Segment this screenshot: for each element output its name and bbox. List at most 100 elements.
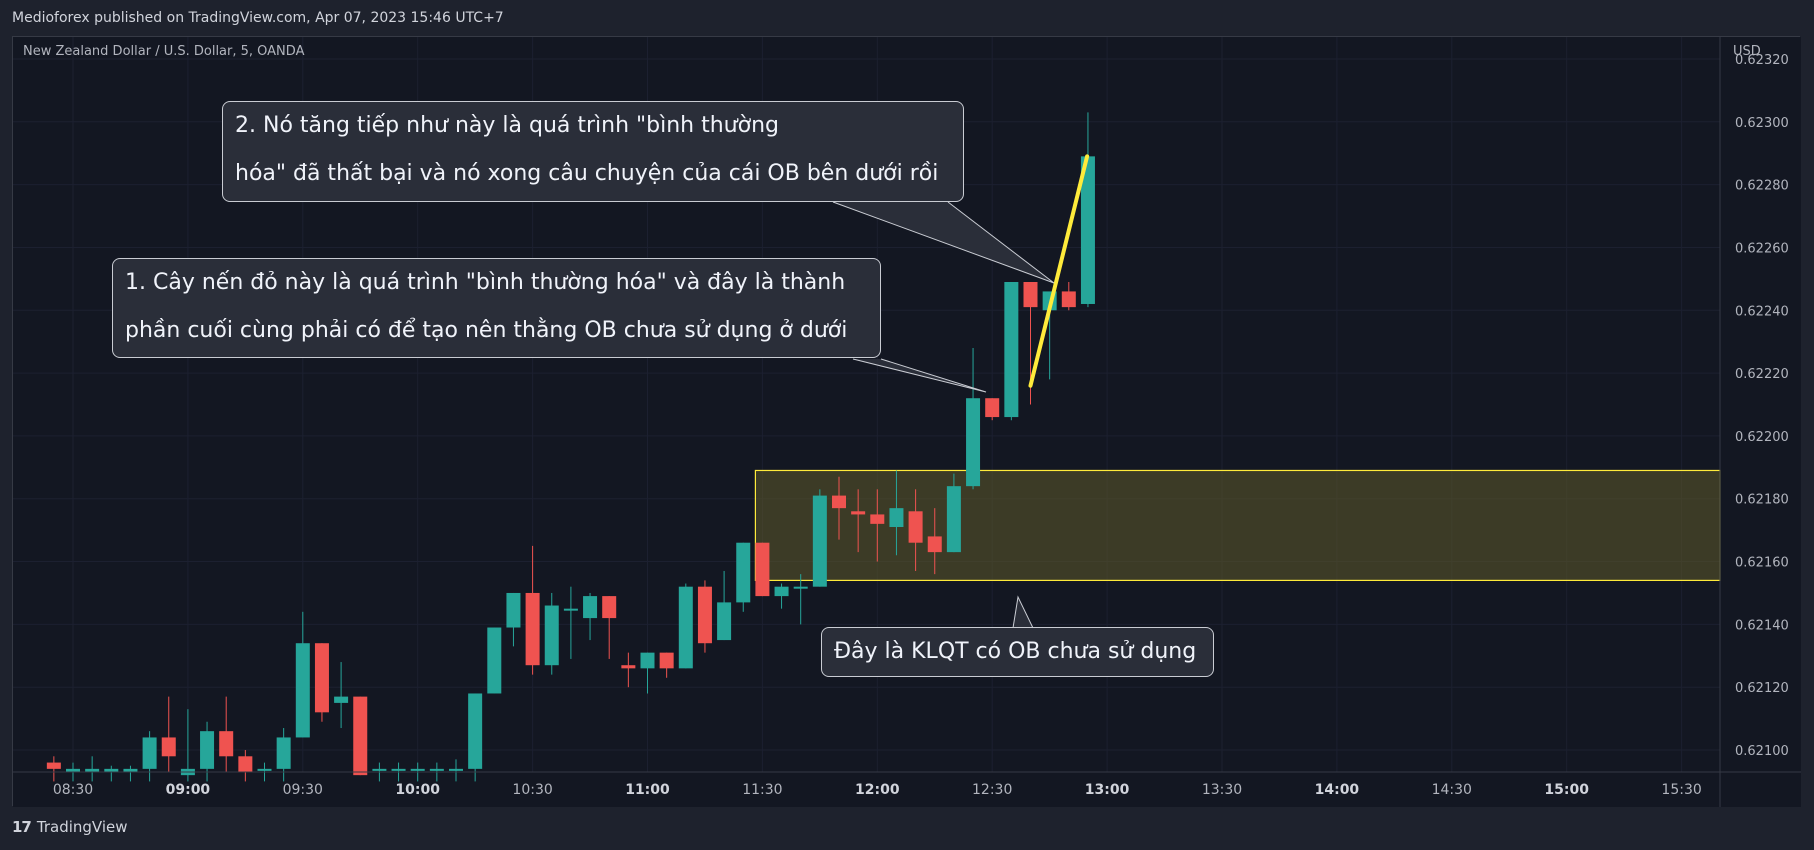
candle-body (1004, 282, 1019, 418)
candle-body (793, 586, 808, 589)
candle-body (257, 768, 272, 771)
candle-body (602, 596, 617, 619)
y-tick-label: 0.62260 (1735, 241, 1789, 256)
candle[interactable] (946, 473, 961, 553)
callout-note-3-text: Đây là KLQT có OB chưa sử dụng (834, 639, 1197, 664)
callout-note-2-line2: hóa" đã thất bại và nó xong câu chuyện c… (235, 161, 939, 186)
candle[interactable] (525, 545, 540, 675)
candle-body (219, 731, 234, 757)
candle[interactable] (276, 728, 291, 782)
candle[interactable] (468, 693, 483, 782)
candle[interactable] (449, 759, 463, 782)
y-tick-label: 0.62320 (1735, 53, 1789, 68)
callout-note-3[interactable]: Đây là KLQT có OB chưa sử dụng (821, 627, 1214, 677)
publisher-header: Medioforex published on TradingView.com,… (12, 10, 504, 26)
candle-body (391, 768, 406, 771)
candle[interactable] (46, 756, 61, 782)
candle[interactable] (908, 489, 923, 571)
x-tick-label: 14:00 (1315, 782, 1360, 798)
trend-line[interactable] (1028, 154, 1090, 388)
candle-body (755, 542, 770, 597)
candle[interactable] (142, 731, 157, 782)
candle[interactable] (1004, 282, 1019, 421)
candle[interactable] (640, 652, 655, 694)
callout-note-2[interactable]: 2. Nó tăng tiếp như này là quá trình "bì… (222, 101, 964, 202)
candle-body (123, 768, 138, 772)
candle[interactable] (889, 470, 904, 556)
callout-note-3-pointer (1012, 595, 1034, 629)
y-tick-label: 0.62300 (1735, 116, 1789, 131)
candle[interactable] (755, 542, 770, 597)
candle[interactable] (238, 750, 253, 782)
candle[interactable] (659, 652, 674, 678)
candle[interactable] (314, 643, 329, 722)
candle[interactable] (1080, 112, 1095, 308)
candle[interactable] (104, 765, 119, 782)
candle-body (525, 592, 540, 666)
callout-note-1[interactable]: 1. Cây nến đỏ này là quá trình "bình thư… (112, 258, 881, 358)
candle[interactable] (697, 580, 712, 653)
candle-body (927, 536, 942, 553)
candle[interactable] (966, 347, 981, 490)
x-tick-label: 11:30 (742, 782, 782, 798)
candle[interactable] (985, 398, 1000, 421)
candle[interactable] (583, 592, 598, 641)
candle[interactable] (544, 592, 559, 675)
y-tick-label: 0.62160 (1735, 556, 1789, 571)
candle[interactable] (563, 586, 578, 659)
x-tick-label: 13:30 (1202, 782, 1242, 798)
tradingview-brand: TradingView (36, 818, 128, 836)
candle-body (563, 608, 578, 611)
candle[interactable] (123, 765, 138, 782)
candle-body (966, 398, 981, 487)
x-tick-label: 13:00 (1085, 782, 1130, 798)
tradingview-footer[interactable]: 17 TradingView (12, 818, 128, 836)
candle[interactable] (295, 611, 310, 738)
candle-body (832, 495, 846, 509)
candle[interactable] (851, 489, 866, 553)
candle[interactable] (219, 696, 234, 772)
y-axis: 0.62100 0.62120 0.62140 0.62160 0.62180 0.622… (1735, 53, 1789, 759)
currency-label: USD (1733, 44, 1761, 59)
candle[interactable] (200, 721, 215, 782)
candle[interactable] (487, 627, 502, 694)
candle[interactable] (812, 489, 827, 587)
y-tick-label: 0.62220 (1735, 367, 1789, 382)
candle[interactable] (793, 574, 808, 625)
candle[interactable] (717, 570, 732, 641)
candle-body (372, 768, 387, 771)
x-tick-label: 14:30 (1432, 782, 1472, 798)
candle[interactable] (353, 696, 368, 776)
x-axis: 08:30 09:00 09:30 10:00 10:30 11:00 11:30 12:00… (53, 782, 1702, 798)
candle[interactable] (1061, 282, 1076, 311)
x-tick-label: 10:00 (395, 782, 440, 798)
candle[interactable] (774, 583, 789, 609)
candle[interactable] (506, 592, 521, 647)
x-tick-label: 09:00 (166, 782, 211, 798)
candle-body (276, 737, 291, 769)
candle[interactable] (602, 596, 617, 659)
candle-body (774, 586, 789, 597)
candle[interactable] (832, 476, 846, 540)
callout-note-1-line1: 1. Cây nến đỏ này là quá trình "bình thư… (125, 270, 846, 295)
candle[interactable] (334, 662, 349, 729)
candle-body (334, 696, 349, 703)
candle-body (870, 514, 885, 524)
candle-body (678, 586, 693, 669)
candle[interactable] (621, 652, 636, 688)
candle-body (104, 768, 119, 772)
candle[interactable] (678, 583, 693, 669)
candle[interactable] (927, 508, 942, 575)
candle-body (544, 605, 559, 666)
candle-body (640, 652, 655, 669)
candle[interactable] (161, 696, 176, 772)
candle-body (429, 768, 444, 771)
candle[interactable] (870, 489, 885, 562)
candle[interactable] (85, 756, 100, 782)
callout-pointers (832, 201, 1055, 629)
candle-body (506, 592, 521, 628)
x-tick-label: 12:30 (972, 782, 1012, 798)
candle-body (200, 731, 215, 769)
candle-body (468, 693, 483, 769)
candle[interactable] (736, 542, 751, 612)
